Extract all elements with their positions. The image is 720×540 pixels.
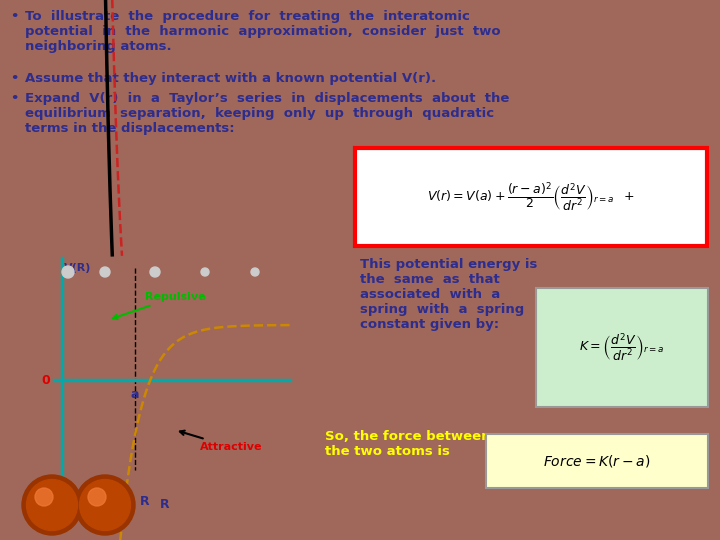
Text: •: • — [10, 92, 19, 105]
Circle shape — [27, 480, 78, 530]
Text: To  illustrate  the  procedure  for  treating  the  interatomic
potential  in  t: To illustrate the procedure for treating… — [25, 10, 500, 53]
Text: 0: 0 — [41, 374, 50, 387]
Circle shape — [100, 267, 110, 277]
Text: $Force = K(r - a)$: $Force = K(r - a)$ — [544, 453, 651, 469]
Text: This potential energy is
the  same  as  that
associated  with  a
spring  with  a: This potential energy is the same as tha… — [360, 258, 537, 331]
Circle shape — [150, 267, 160, 277]
Circle shape — [62, 266, 74, 278]
Text: V(R): V(R) — [64, 263, 91, 273]
FancyBboxPatch shape — [486, 434, 708, 488]
Circle shape — [22, 475, 82, 535]
Text: •: • — [10, 10, 19, 23]
Text: Attractive: Attractive — [180, 430, 263, 452]
Text: a: a — [131, 388, 139, 401]
FancyBboxPatch shape — [536, 288, 708, 407]
FancyBboxPatch shape — [355, 148, 707, 246]
Circle shape — [79, 480, 130, 530]
Text: •: • — [10, 72, 19, 85]
Text: So, the force between
the two atoms is: So, the force between the two atoms is — [325, 430, 490, 458]
Circle shape — [251, 268, 259, 276]
Circle shape — [201, 268, 209, 276]
Text: Assume that they interact with a known potential V(r).: Assume that they interact with a known p… — [25, 72, 436, 85]
Circle shape — [35, 488, 53, 506]
Text: $K = \left(\dfrac{d^2V}{dr^2}\right)_{r=a}$: $K = \left(\dfrac{d^2V}{dr^2}\right)_{r=… — [580, 331, 665, 363]
Text: R: R — [160, 498, 170, 511]
Text: Repulsive: Repulsive — [113, 292, 206, 319]
Circle shape — [88, 488, 106, 506]
Circle shape — [75, 475, 135, 535]
Text: $V\left(r\right) = V\left(a\right) + \dfrac{\left(r-a\right)^2}{2}\left(\dfrac{d: $V\left(r\right) = V\left(a\right) + \df… — [427, 181, 635, 213]
Text: R: R — [140, 495, 150, 508]
Text: Expand  V(r)  in  a  Taylor’s  series  in  displacements  about  the
equilibrium: Expand V(r) in a Taylor’s series in disp… — [25, 92, 509, 135]
